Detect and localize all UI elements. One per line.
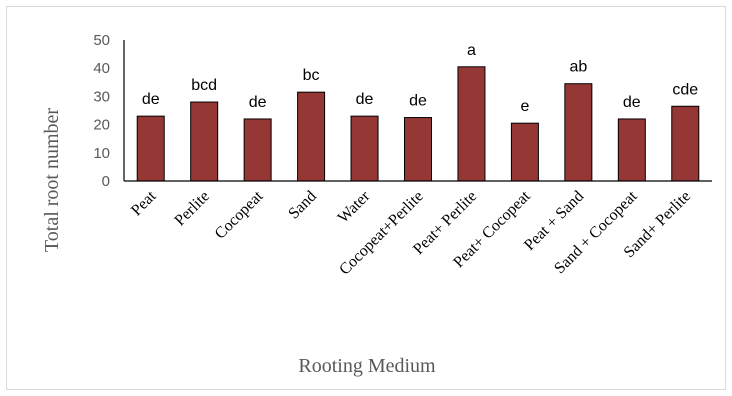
bar-label: de (142, 91, 160, 108)
bar (136, 115, 165, 182)
y-tick-label: 40 (93, 60, 110, 77)
category-label: Cocopeat (212, 187, 267, 242)
bar-label: e (520, 98, 529, 115)
bar (564, 83, 593, 182)
bar-significance-labels: de bcd de bc de de a e ab de cde (142, 42, 698, 115)
category-label: Peat (128, 187, 160, 219)
bar (243, 118, 272, 182)
bar-label: de (249, 94, 267, 111)
y-axis-title: Total root number (41, 108, 63, 252)
bar (510, 122, 539, 182)
y-tick-label: 0 (102, 173, 110, 190)
bar (297, 91, 326, 182)
bar (190, 101, 219, 182)
bar-label: bc (303, 67, 320, 84)
bar (350, 115, 379, 182)
y-tick-label: 10 (93, 145, 110, 162)
bar-label: de (356, 91, 374, 108)
category-label: Perlite (171, 188, 213, 230)
y-tick-label: 30 (93, 88, 110, 105)
y-axis-ticks: 0 10 20 30 40 50 (93, 32, 110, 190)
x-axis-title: Rooting Medium (298, 355, 436, 377)
bar-label: de (409, 93, 427, 110)
bar (457, 66, 486, 182)
bar-label: de (623, 94, 641, 111)
y-tick-label: 20 (93, 117, 110, 134)
y-tick-label: 50 (93, 32, 110, 49)
bar (671, 105, 700, 182)
bar-label: a (467, 42, 476, 59)
chart-frame (6, 6, 726, 390)
category-label: Sand (285, 188, 320, 223)
bar-label: bcd (191, 77, 217, 94)
category-label: Water (335, 187, 374, 226)
bars (136, 66, 700, 182)
bar (617, 118, 646, 182)
bar-label: ab (569, 59, 587, 76)
bar-label: cde (672, 81, 698, 98)
bar (404, 117, 432, 182)
